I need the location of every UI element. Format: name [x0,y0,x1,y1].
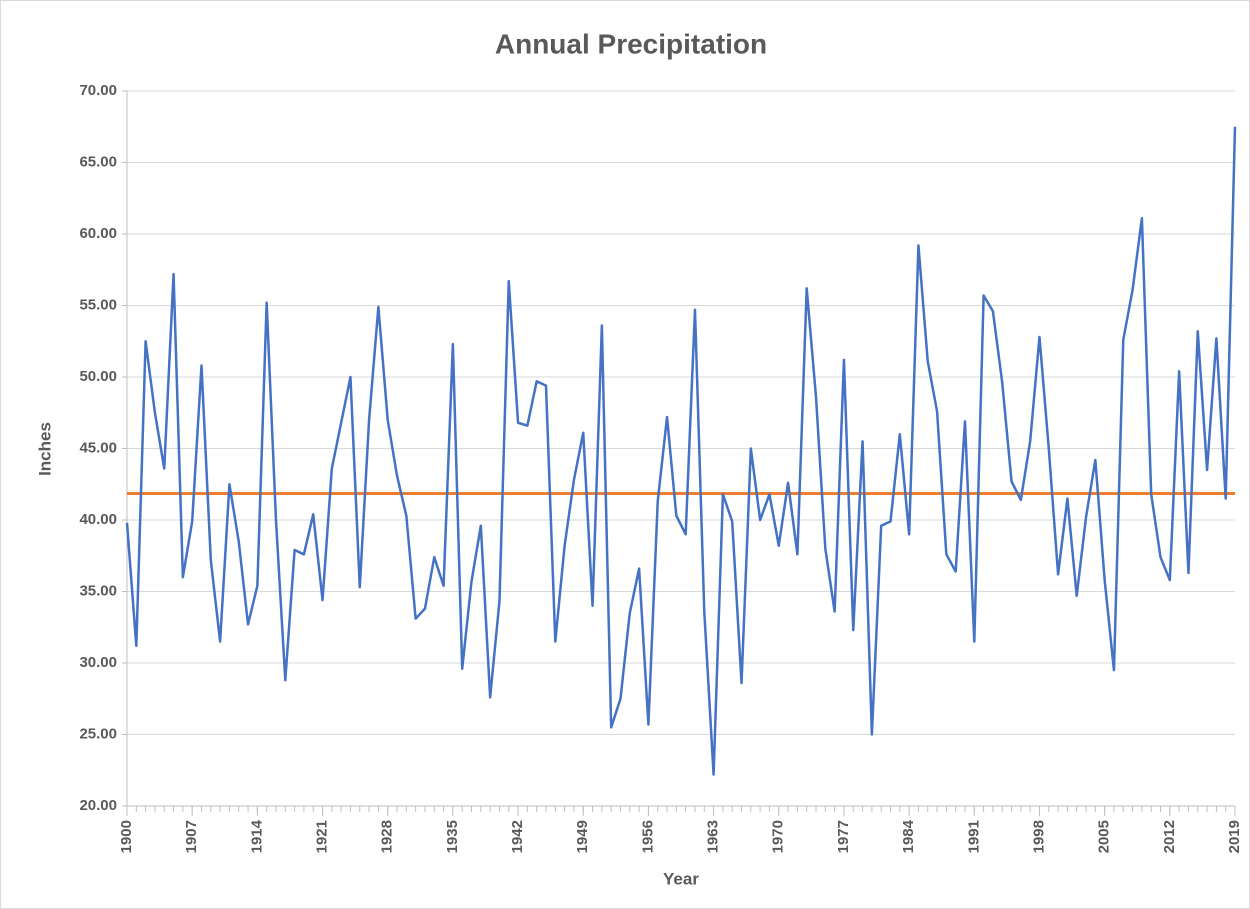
chart-title: Annual Precipitation [495,28,767,59]
y-tick-label: 20.00 [79,797,117,814]
x-tick-label: 2005 [1096,820,1113,853]
x-tick-label: 1984 [900,819,917,853]
x-tick-label: 1977 [835,820,852,853]
x-tick-label: 1956 [639,820,656,853]
y-tick-label: 30.00 [79,654,117,671]
y-tick-label: 45.00 [79,439,117,456]
y-tick-label: 40.00 [79,511,117,528]
y-tick-label: 35.00 [79,582,117,599]
y-tick-label: 65.00 [79,153,117,170]
x-tick-label: 1970 [770,820,787,853]
x-tick-label: 2012 [1161,820,1178,853]
x-tick-label: 1900 [118,820,135,853]
x-tick-label: 2019 [1226,820,1243,853]
x-tick-label: 1942 [509,820,526,853]
x-tick-label: 1998 [1030,820,1047,853]
x-tick-label: 1907 [183,820,200,853]
x-tick-label: 1935 [444,820,461,853]
x-tick-label: 1914 [248,819,265,853]
y-tick-label: 50.00 [79,368,117,385]
x-tick-label: 1949 [574,820,591,853]
x-tick-label: 1991 [965,820,982,853]
y-tick-label: 60.00 [79,225,117,242]
x-axis-label: Year [663,869,699,888]
y-tick-label: 55.00 [79,296,117,313]
x-tick-label: 1928 [379,820,396,853]
x-tick-label: 1963 [705,820,722,853]
x-tick-label: 1921 [313,820,330,853]
y-tick-label: 25.00 [79,725,117,742]
y-tick-label: 70.00 [79,82,117,99]
y-axis-label: Inches [35,422,54,476]
data-line [125,126,1237,776]
